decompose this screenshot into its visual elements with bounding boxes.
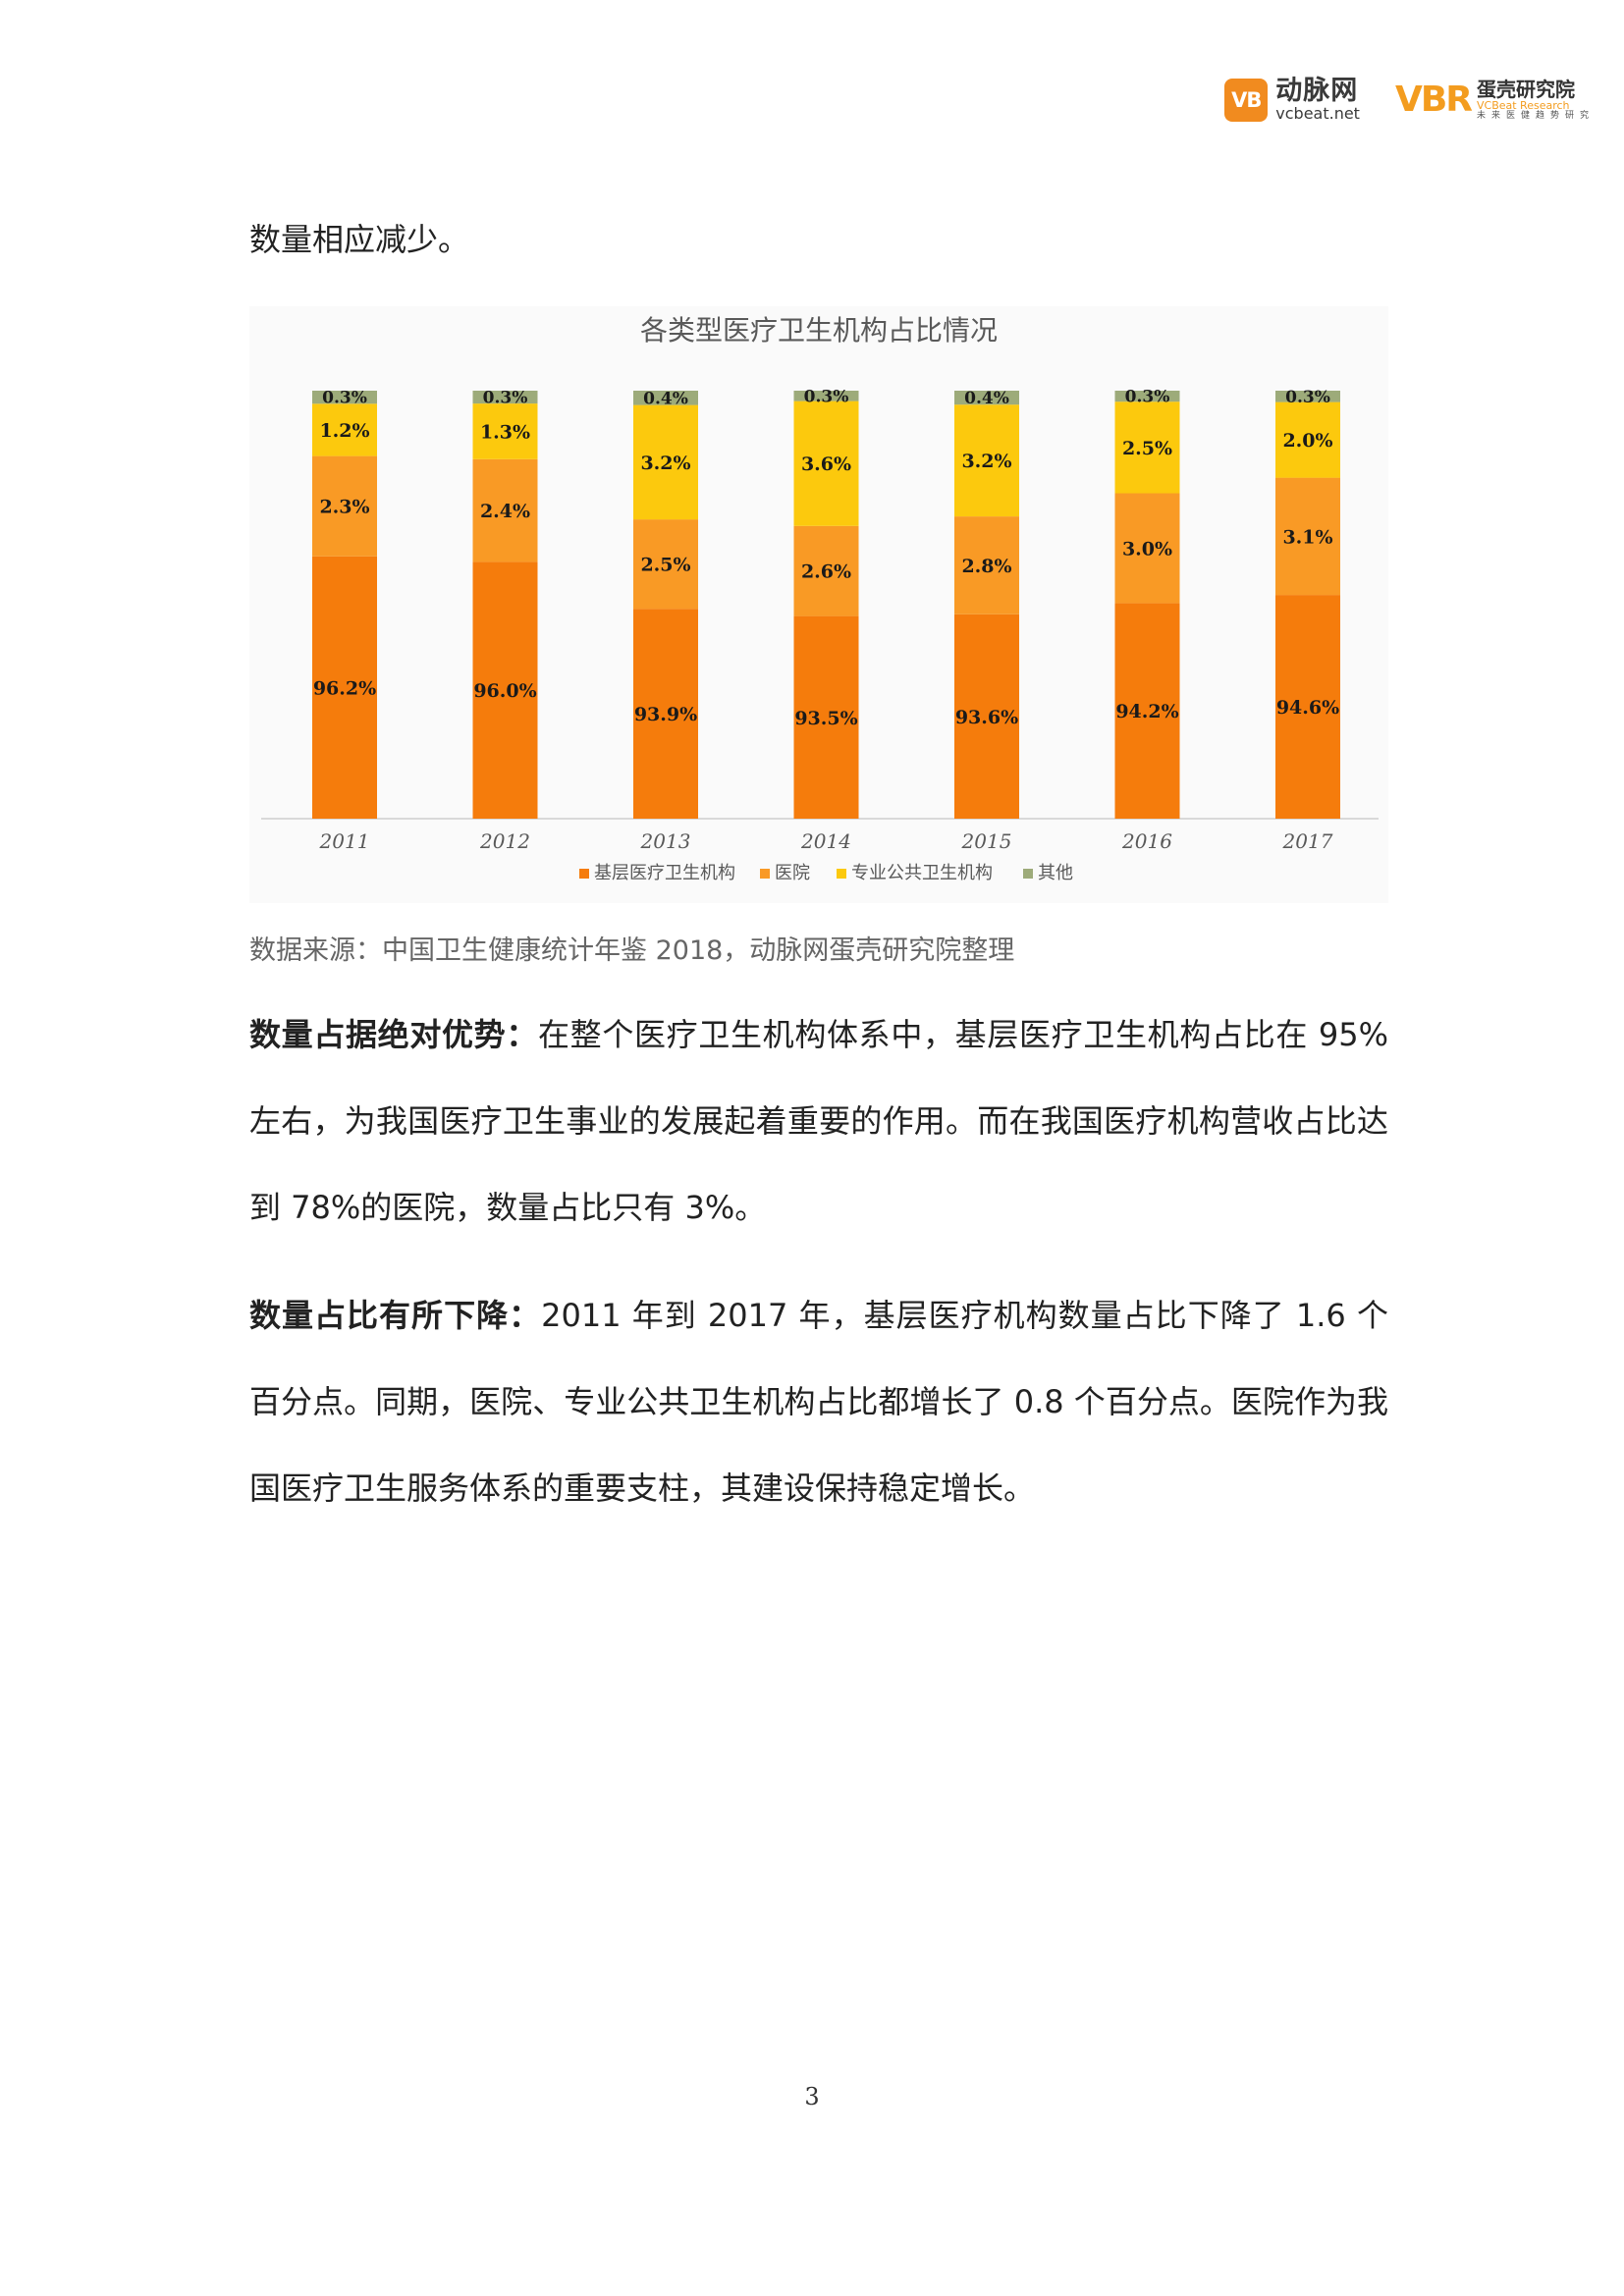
x-tick-label: 2012 [479, 829, 530, 853]
x-tick-label: 2015 [961, 829, 1012, 853]
x-tick-label: 2013 [640, 829, 691, 853]
legend-swatch [760, 869, 770, 879]
source-note: 数据来源：中国卫生健康统计年鉴 2018，动脉网蛋壳研究院整理 [249, 935, 1015, 966]
bar-segment [1114, 391, 1180, 402]
paragraph-1-lead: 数量占据绝对优势： [249, 1016, 539, 1053]
x-tick-label: 2016 [1121, 829, 1172, 853]
data-label: 2.6% [801, 561, 851, 583]
paragraph-2-body: 2011 年到 2017 年，基层医疗机构数量占比下降了 1.6 个百分点。同期… [249, 1297, 1388, 1507]
bar-segment [312, 455, 377, 557]
bar-segment [954, 391, 1019, 405]
data-label: 96.2% [313, 677, 376, 699]
vb-badge-icon: VB [1224, 78, 1269, 122]
data-label: 3.2% [961, 451, 1011, 472]
data-label: 2.3% [319, 497, 369, 518]
data-label: 1.2% [319, 420, 369, 442]
vcbeat-research-logo: VBR 蛋壳研究院 VCBeat Research 未来医健趋势研究 [1395, 79, 1595, 122]
legend-label: 专业公共卫生机构 [851, 863, 993, 883]
bar-segment [954, 614, 1019, 819]
bar-segment [633, 609, 698, 819]
vcbeat-logo: VB 动脉网 vcbeat.net [1224, 78, 1360, 122]
data-label: 3.1% [1282, 526, 1332, 548]
bar-segment [312, 391, 377, 404]
data-label: 0.3% [483, 389, 528, 408]
paragraph-1-body: 在整个医疗卫生机构体系中，基层医疗卫生机构占比在 95%左右，为我国医疗卫生事业… [249, 1016, 1388, 1226]
bar-segment [1275, 595, 1340, 819]
bar-segment [1114, 493, 1180, 604]
data-label: 0.3% [322, 389, 367, 408]
bar-segment [312, 403, 377, 456]
data-label: 0.4% [964, 389, 1009, 408]
data-label: 1.3% [480, 421, 530, 443]
chart-title: 各类型医疗卫生机构占比情况 [640, 314, 998, 347]
data-label: 0.3% [1285, 388, 1330, 407]
bar-segment [472, 391, 538, 404]
vbr-mark-icon: VBR [1394, 80, 1473, 121]
bar-segment [1275, 477, 1340, 596]
bar-segment [472, 458, 538, 562]
research-en-name: VCBeat Research [1476, 99, 1570, 112]
legend-swatch [837, 869, 846, 879]
bar-segment [793, 391, 859, 401]
data-label: 93.9% [634, 704, 697, 725]
bar-segment [954, 516, 1019, 614]
data-label: 93.6% [955, 707, 1018, 728]
bar-segment [954, 404, 1019, 517]
legend-label: 医院 [775, 863, 810, 883]
x-tick-label: 2017 [1282, 829, 1333, 853]
chart-svg: 各类型医疗卫生机构占比情况 96.2% 2.3% 1.2% 0.3% 96.0% 2.4%… [261, 314, 1379, 883]
bar-segment [1114, 401, 1180, 494]
vcbeat-url: vcbeat.net [1275, 103, 1360, 123]
data-label: 2.5% [1122, 438, 1172, 459]
data-label: 2.4% [480, 501, 530, 522]
paragraph-1: 数量占据绝对优势：在整个医疗卫生机构体系中，基层医疗卫生机构占比在 95%左右，… [249, 991, 1388, 1251]
data-label: 96.0% [473, 680, 536, 702]
bar-segment [1275, 401, 1340, 478]
legend-swatch [1023, 869, 1033, 879]
bar-segment [1114, 603, 1180, 819]
legend-label: 其他 [1038, 863, 1073, 883]
stacked-bar-chart: 各类型医疗卫生机构占比情况 96.2% 2.3% 1.2% 0.3% 96.0% 2.4%… [249, 306, 1388, 903]
bar-segment [633, 404, 698, 520]
paragraph-2-lead: 数量占比有所下降： [249, 1297, 542, 1334]
bar-segment [793, 525, 859, 616]
data-label: 2.0% [1282, 430, 1332, 452]
paragraph-2: 数量占比有所下降：2011 年到 2017 年，基层医疗机构数量占比下降了 1.… [249, 1272, 1388, 1531]
x-tick-label: 2014 [800, 829, 851, 853]
vcbeat-name: 动脉网 [1275, 76, 1359, 107]
bar-segment [312, 556, 377, 819]
bar-segment [472, 403, 538, 459]
data-label: 93.5% [794, 708, 857, 729]
legend-label: 基层医疗卫生机构 [594, 863, 735, 883]
data-label: 0.3% [804, 387, 849, 406]
research-tagline: 未来医健趋势研究 [1476, 111, 1595, 122]
bar-segment [472, 561, 538, 819]
data-label: 3.2% [640, 453, 690, 474]
bar-segment [793, 400, 859, 526]
bar-segment [633, 519, 698, 610]
bar-segment [633, 391, 698, 405]
data-label: 2.8% [961, 556, 1011, 577]
research-name: 蛋壳研究院 [1476, 78, 1575, 101]
bar-segment [793, 615, 859, 819]
data-label: 2.5% [640, 555, 690, 576]
intro-text: 数量相应减少。 [249, 221, 470, 258]
data-label: 3.6% [801, 454, 851, 475]
data-label: 0.3% [1125, 388, 1170, 407]
data-label: 94.6% [1276, 697, 1339, 719]
legend-swatch [579, 869, 589, 879]
data-label: 94.2% [1115, 701, 1178, 722]
data-label: 0.4% [643, 389, 688, 408]
bar-segment [1275, 391, 1340, 402]
data-label: 3.0% [1122, 538, 1172, 560]
page-header: VB 动脉网 vcbeat.net VBR 蛋壳研究院 VCBeat Resea… [1224, 71, 1595, 130]
x-tick-label: 2011 [319, 829, 370, 853]
page-number: 3 [804, 2083, 820, 2110]
